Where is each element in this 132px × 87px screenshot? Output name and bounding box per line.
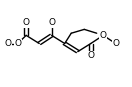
- Text: O: O: [100, 31, 107, 40]
- Text: O: O: [4, 39, 11, 48]
- Text: O: O: [48, 18, 55, 27]
- Text: O: O: [23, 18, 30, 27]
- Text: O: O: [112, 39, 119, 48]
- Text: O: O: [14, 39, 21, 48]
- Text: O: O: [87, 51, 94, 60]
